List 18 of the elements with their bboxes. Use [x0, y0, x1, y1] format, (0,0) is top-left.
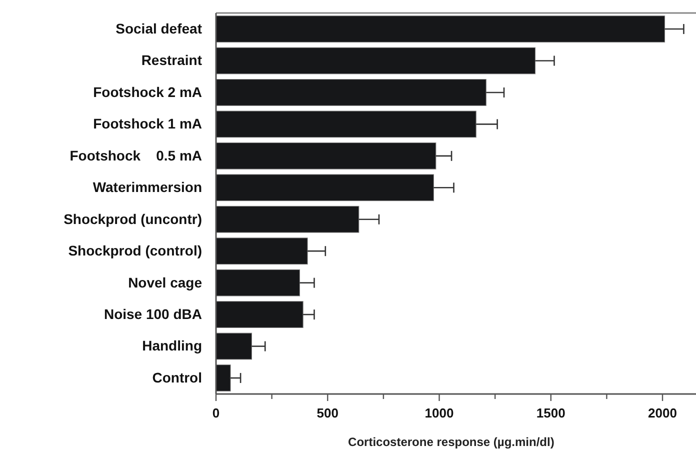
x-tick-label: 2000 [648, 405, 677, 420]
y-tick-label: Shockprod (uncontr) [64, 210, 202, 227]
x-tick-label: 0 [212, 405, 220, 420]
y-tick-label: Shockprod (control) [68, 242, 202, 259]
y-tick-label: Footshock 2 mA [93, 84, 202, 100]
y-tick-label: Restraint [141, 52, 202, 68]
y-tick-label: Control [152, 369, 202, 386]
y-tick-label: Waterimmersion [92, 179, 202, 196]
y-tick-label: Social defeat [116, 20, 202, 36]
x-tick-label: 1500 [536, 405, 566, 420]
x-tick-label: 500 [316, 405, 338, 420]
y-tick-label: Noise 100 dBA [104, 306, 202, 322]
y-tick-label: Footshock 0.5 mA [70, 147, 202, 164]
y-tick-label: Footshock 1 mA [93, 116, 202, 132]
y-tick-label: Handling [142, 338, 202, 354]
x-tick-label: 1000 [424, 405, 454, 420]
y-tick-label: Novel cage [128, 274, 202, 290]
x-axis-title: Corticosterone response (µg.min/dl) [348, 435, 554, 449]
